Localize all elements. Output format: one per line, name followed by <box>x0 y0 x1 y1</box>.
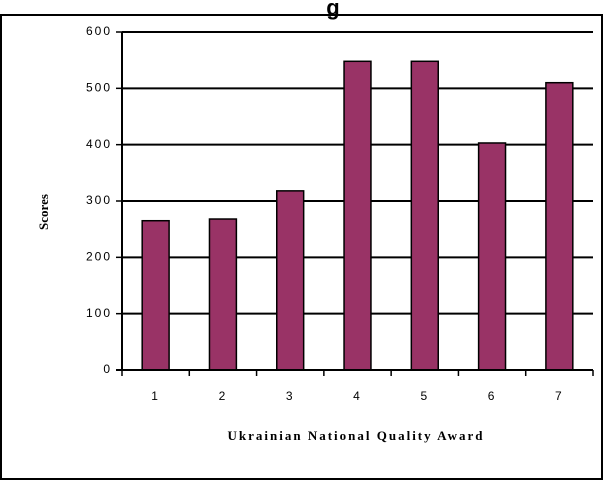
bar-7 <box>545 81 574 371</box>
x-tick-label: 1 <box>151 389 160 403</box>
x-tick-label: 2 <box>219 389 228 403</box>
x-axis-title: Ukrainian National Quality Award <box>228 428 485 443</box>
x-tick-label: 7 <box>555 389 564 403</box>
bar-1 <box>141 219 170 371</box>
x-tick-label: 4 <box>353 389 362 403</box>
bar-2 <box>208 218 238 371</box>
bar-6 <box>477 142 507 371</box>
bar-4 <box>343 60 372 371</box>
y-tick-label: 0 <box>103 362 112 376</box>
x-tick-labels: 1 2 3 4 5 6 7 <box>151 389 564 403</box>
y-tick-label: 500 <box>86 81 112 95</box>
bar-5 <box>410 60 439 371</box>
axes <box>116 31 594 376</box>
bars <box>141 60 574 371</box>
y-tick-labels: 0 100 200 300 400 500 600 <box>86 24 112 376</box>
y-axis-title: Scores <box>36 194 51 230</box>
y-tick-label: 300 <box>86 193 112 207</box>
x-tick-label: 5 <box>420 389 429 403</box>
chart-title: g <box>326 0 339 20</box>
y-tick-label: 200 <box>86 250 112 264</box>
y-tick-label: 600 <box>86 24 112 38</box>
y-tick-label: 100 <box>86 306 112 320</box>
y-tick-label: 400 <box>86 137 112 151</box>
bar-3 <box>276 190 305 371</box>
x-tick-label: 6 <box>488 389 497 403</box>
x-tick-label: 3 <box>286 389 295 403</box>
